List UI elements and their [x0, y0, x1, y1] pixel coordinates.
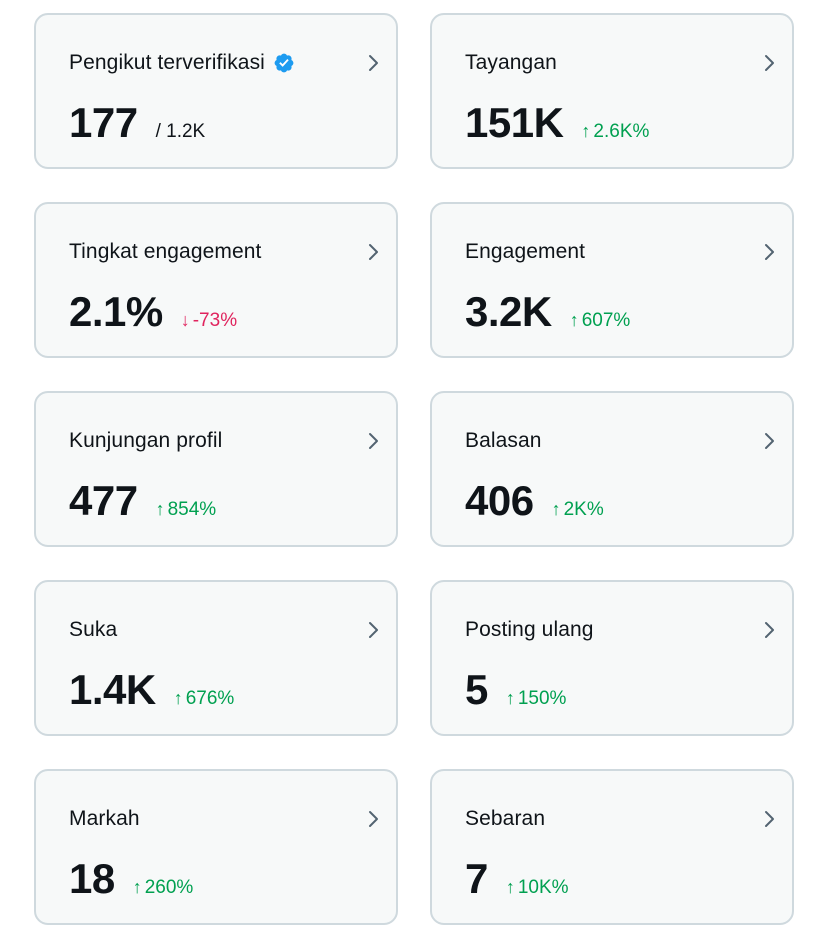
metric-change-value: 260% [144, 877, 194, 898]
metric-change: ↑ 607% [570, 310, 631, 332]
metric-label-row: Suka [69, 618, 117, 642]
metric-value: 7 [465, 855, 488, 902]
metric-value: 2.1% [69, 288, 163, 335]
metric-change-value: 607% [581, 310, 631, 331]
metric-change-value: 2K% [563, 499, 604, 520]
metric-change: ↑ 10K% [506, 877, 569, 899]
metric-value-row: 477 ↑ 854% [69, 477, 216, 525]
metric-label-row: Sebaran [465, 807, 545, 831]
metric-label-row: Pengikut terverifikasi [69, 51, 295, 75]
metric-change-value: 10K% [517, 877, 569, 898]
metric-label-row: Posting ulang [465, 618, 594, 642]
metric-value-row: 5 ↑ 150% [465, 666, 566, 714]
metric-label: Sebaran [465, 807, 546, 830]
metric-change-value: 150% [517, 688, 567, 709]
metric-label: Engagement [465, 240, 586, 263]
arrow-up-icon: ↑ [155, 499, 165, 519]
metric-label-row: Markah [69, 807, 140, 831]
metric-change: ↑ 260% [133, 877, 194, 899]
metric-value-row: 177 / 1.2K [69, 99, 205, 147]
arrow-up-icon: ↑ [505, 877, 515, 897]
chevron-right-icon [369, 244, 378, 260]
metric-value-row: 151K ↑ 2.6K% [465, 99, 649, 147]
verified-badge-icon [274, 53, 294, 73]
metric-card-engagements[interactable]: Engagement 3.2K ↑ 607% [430, 202, 794, 358]
chevron-right-icon [765, 811, 774, 827]
metric-card-bookmarks[interactable]: Markah 18 ↑ 260% [34, 769, 398, 925]
metric-label: Kunjungan profil [69, 429, 223, 452]
metric-value-row: 2.1% ↓ -73% [69, 288, 237, 336]
metric-card-shares[interactable]: Sebaran 7 ↑ 10K% [430, 769, 794, 925]
arrow-up-icon: ↑ [581, 121, 591, 141]
metric-label-row: Tingkat engagement [69, 240, 261, 264]
metric-card-profile-visits[interactable]: Kunjungan profil 477 ↑ 854% [34, 391, 398, 547]
metric-label: Tayangan [465, 51, 557, 74]
arrow-up-icon: ↑ [551, 499, 561, 519]
arrow-down-icon: ↓ [180, 310, 190, 330]
metric-value-row: 7 ↑ 10K% [465, 855, 569, 903]
metric-card-verified-followers[interactable]: Pengikut terverifikasi 177 / 1.2K [34, 13, 398, 169]
metric-change: ↑ 2K% [552, 499, 604, 521]
metric-value: 3.2K [465, 288, 552, 335]
arrow-up-icon: ↑ [505, 688, 515, 708]
metric-change-value: 2.6K% [593, 121, 650, 142]
metric-total: / 1.2K [155, 121, 206, 142]
metric-value: 18 [69, 855, 115, 902]
metric-label: Markah [69, 807, 140, 830]
metric-value-row: 18 ↑ 260% [69, 855, 193, 903]
metrics-grid: Pengikut terverifikasi 177 / 1.2K Tayang… [34, 13, 794, 925]
metric-value-row: 1.4K ↑ 676% [69, 666, 234, 714]
metric-label: Pengikut terverifikasi [69, 51, 265, 74]
metric-value-row: 406 ↑ 2K% [465, 477, 604, 525]
chevron-right-icon [765, 244, 774, 260]
metric-change: ↑ 150% [506, 688, 567, 710]
metric-label: Suka [69, 618, 118, 641]
metric-value: 5 [465, 666, 488, 713]
metric-card-reposts[interactable]: Posting ulang 5 ↑ 150% [430, 580, 794, 736]
metric-value: 177 [69, 99, 138, 146]
chevron-right-icon [369, 622, 378, 638]
metric-label: Tingkat engagement [69, 240, 262, 263]
metric-change: ↑ 854% [156, 499, 217, 521]
metric-value-row: 3.2K ↑ 607% [465, 288, 630, 336]
metric-label-row: Tayangan [465, 51, 557, 75]
metric-change-value: 854% [167, 499, 217, 520]
metric-card-likes[interactable]: Suka 1.4K ↑ 676% [34, 580, 398, 736]
chevron-right-icon [369, 433, 378, 449]
chevron-right-icon [765, 622, 774, 638]
metric-label-row: Balasan [465, 429, 542, 453]
metric-change-value: 676% [185, 688, 235, 709]
chevron-right-icon [369, 811, 378, 827]
metric-label: Posting ulang [465, 618, 594, 641]
metric-change-value: -73% [192, 310, 238, 331]
metric-card-replies[interactable]: Balasan 406 ↑ 2K% [430, 391, 794, 547]
metric-change: ↑ 2.6K% [581, 121, 649, 143]
metric-label-row: Kunjungan profil [69, 429, 222, 453]
arrow-up-icon: ↑ [569, 310, 579, 330]
arrow-up-icon: ↑ [173, 688, 183, 708]
chevron-right-icon [765, 433, 774, 449]
metric-label: Balasan [465, 429, 542, 452]
chevron-right-icon [369, 55, 378, 71]
metric-value: 406 [465, 477, 534, 524]
metric-card-impressions[interactable]: Tayangan 151K ↑ 2.6K% [430, 13, 794, 169]
arrow-up-icon: ↑ [132, 877, 142, 897]
metric-value: 151K [465, 99, 564, 146]
metric-value: 477 [69, 477, 138, 524]
chevron-right-icon [765, 55, 774, 71]
metric-label-row: Engagement [465, 240, 585, 264]
metric-value: 1.4K [69, 666, 156, 713]
metric-card-engagement-rate[interactable]: Tingkat engagement 2.1% ↓ -73% [34, 202, 398, 358]
metric-change: ↓ -73% [181, 310, 237, 332]
metric-change: ↑ 676% [174, 688, 235, 710]
